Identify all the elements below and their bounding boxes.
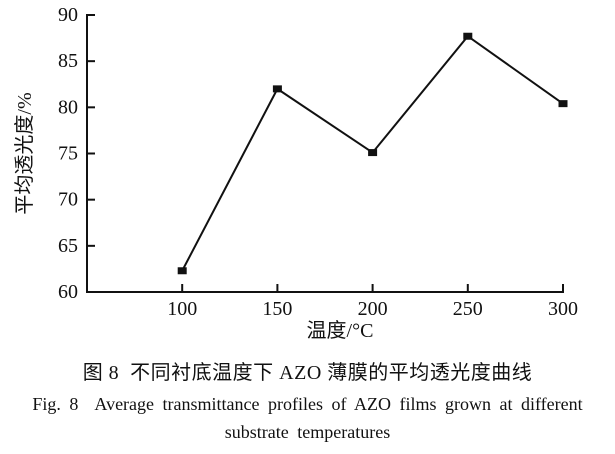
x-tick-label: 150 <box>262 298 292 320</box>
data-point-marker <box>368 149 378 157</box>
x-tick-label: 250 <box>453 298 483 320</box>
x-tick-label: 300 <box>548 298 578 320</box>
x-axis-label: 温度/°C <box>307 319 374 342</box>
axes-frame <box>86 14 564 293</box>
y-tick-label: 70 <box>58 189 78 211</box>
data-point-marker <box>558 100 568 108</box>
transmittance-line-chart: 60 65 70 75 80 85 90 100 150 200 250 300 平均透光度/% 温度/°… <box>13 4 578 342</box>
y-tick-label: 65 <box>58 235 78 257</box>
data-point-marker <box>463 32 473 40</box>
y-tick-label: 90 <box>58 4 78 26</box>
data-point-marker <box>272 85 282 93</box>
data-point-marker <box>177 267 187 275</box>
x-tick-label: 200 <box>358 298 388 320</box>
x-tick-label: 100 <box>167 298 197 320</box>
figure-caption-english-line2: substrate temperatures <box>224 422 391 442</box>
figure-caption-chinese: 图 8 不同衬底温度下 AZO 薄膜的平均透光度曲线 <box>82 362 533 384</box>
y-tick-label: 85 <box>58 50 78 72</box>
y-tick-label: 80 <box>58 96 78 118</box>
y-tick-label: 60 <box>58 281 78 303</box>
figure-caption-english-line1: Fig. 8 Average transmittance profiles of… <box>32 394 583 414</box>
y-tick-label: 75 <box>58 143 78 165</box>
y-axis-label: 平均透光度/% <box>13 92 36 214</box>
